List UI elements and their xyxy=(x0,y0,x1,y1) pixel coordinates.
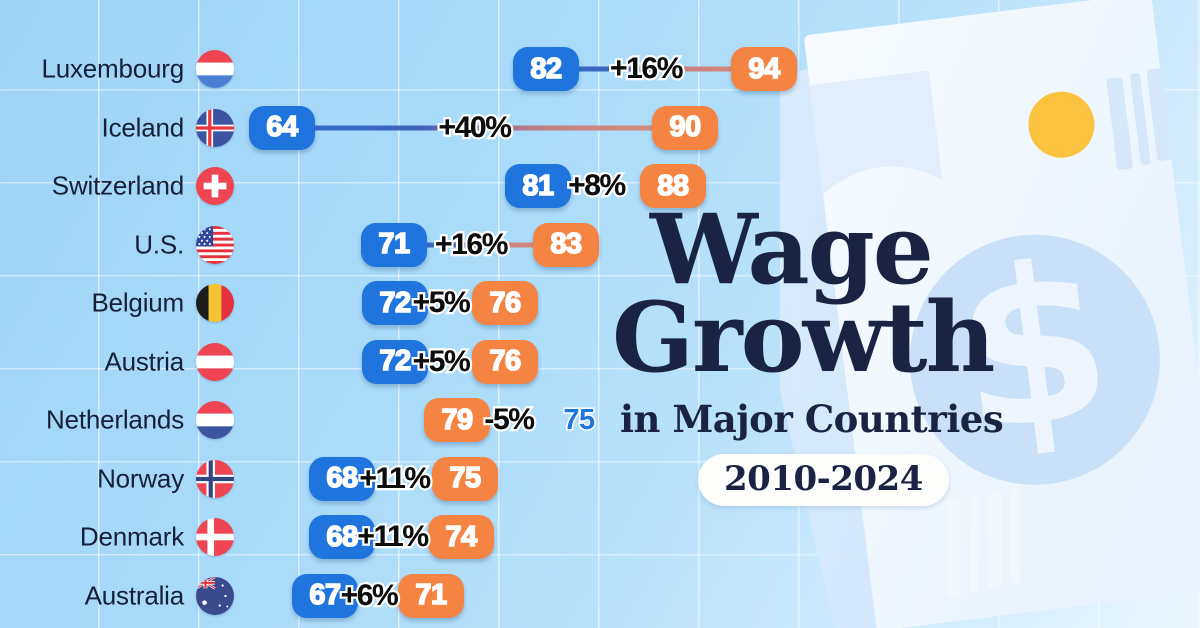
country-row: Belgium 72 76 +5% xyxy=(0,274,1200,332)
value-badge-start: 64 xyxy=(249,105,315,150)
country-row: Switzerland 81 88 +8% xyxy=(0,157,1200,215)
value-badge-start: 75 xyxy=(562,402,597,437)
country-label: Iceland xyxy=(101,112,185,142)
percent-change-label: +8% xyxy=(566,167,629,205)
country-row: Australia 67 71 +6% xyxy=(0,567,1200,625)
flag-austria-icon xyxy=(196,343,234,381)
title-line-1: Wage xyxy=(650,193,934,306)
percent-change-label: +16% xyxy=(608,50,686,88)
country-label: Luxembourg xyxy=(41,53,184,84)
percent-change-label: +11% xyxy=(355,518,431,556)
country-label: Switzerland xyxy=(51,170,184,201)
country-label: Australia xyxy=(84,580,185,610)
value-badge-end: 76 xyxy=(472,339,538,384)
value-badge-end: 88 xyxy=(640,164,706,208)
percent-change-label: +5% xyxy=(410,284,473,322)
value-badge-end: 76 xyxy=(472,281,538,325)
country-label: U.S. xyxy=(134,229,184,259)
value-badge-start: 72 xyxy=(362,339,428,384)
country-row: Denmark 68 74 +11% xyxy=(0,508,1200,566)
connector-line xyxy=(293,125,656,130)
country-label: Belgium xyxy=(91,287,184,318)
flag-denmark-icon xyxy=(196,518,234,556)
percent-change-label: +40% xyxy=(436,108,514,146)
connector-line xyxy=(557,66,735,72)
value-badge-end: 79 xyxy=(424,398,490,442)
value-badge-end: 74 xyxy=(428,515,494,559)
flag-australia-icon xyxy=(196,577,234,615)
date-range-badge: 2010-2024 xyxy=(698,453,949,506)
value-badge-end: 94 xyxy=(731,47,797,91)
title-subtitle: in Major Countries xyxy=(620,396,1004,441)
title-line-2: Growth xyxy=(612,281,995,395)
country-row: Netherlands 79 75 -5% xyxy=(0,391,1200,449)
value-badge-start: 72 xyxy=(362,281,428,325)
value-badge-start: 71 xyxy=(361,222,427,267)
country-row: Austria 72 76 +5% xyxy=(0,333,1200,391)
title-block: Wage Growth in Major Countries 2010-2024 xyxy=(612,193,1032,506)
flag-netherlands-icon xyxy=(196,401,234,439)
value-badge-end: 75 xyxy=(432,456,498,501)
flag-us-icon xyxy=(196,226,234,264)
value-badge-start: 68 xyxy=(309,515,375,559)
country-label: Norway xyxy=(97,463,184,493)
value-badge-end: 83 xyxy=(533,222,599,267)
percent-change-label: -5% xyxy=(482,401,537,439)
percent-change-label: +11% xyxy=(357,459,433,497)
country-label: Netherlands xyxy=(46,404,184,435)
country-label: Denmark xyxy=(79,521,184,552)
flag-luxembourg-icon xyxy=(196,50,234,88)
value-badge-end: 71 xyxy=(398,573,464,618)
value-badge-start: 68 xyxy=(309,456,375,501)
flag-switzerland-icon xyxy=(196,167,234,205)
country-row: Norway 68 75 +11% xyxy=(0,450,1200,508)
value-badge-start: 81 xyxy=(505,164,571,208)
percent-change-label: +5% xyxy=(410,342,473,380)
country-label: Austria xyxy=(104,346,184,376)
country-row: Luxembourg 82 94 +16% xyxy=(0,40,1200,98)
country-row: Iceland 64 90 +40% xyxy=(0,99,1200,157)
percent-change-label: +6% xyxy=(338,576,401,614)
value-badge-end: 90 xyxy=(652,105,718,150)
value-badge-start: 82 xyxy=(513,47,579,91)
value-badge-start: 67 xyxy=(292,573,358,618)
flag-iceland-icon xyxy=(196,109,234,147)
connector-line xyxy=(405,242,537,247)
country-row: U.S. 71 83 +16% xyxy=(0,216,1200,274)
flag-norway-icon xyxy=(196,460,234,498)
percent-change-label: +16% xyxy=(433,225,511,263)
flag-belgium-icon xyxy=(196,284,234,322)
